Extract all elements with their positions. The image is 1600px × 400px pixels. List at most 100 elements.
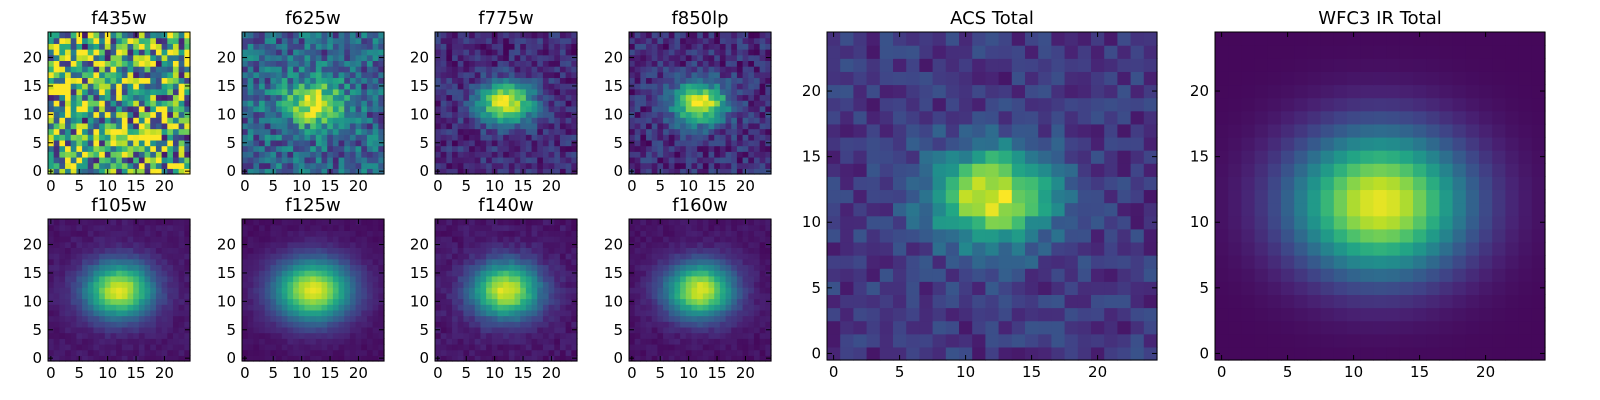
heatmap-cell	[144, 105, 151, 113]
heatmap-cell	[155, 151, 163, 158]
heatmap-cell	[1439, 45, 1454, 59]
heatmap-cell	[714, 77, 721, 84]
heatmap-cell	[104, 258, 112, 266]
heatmap-cell	[1254, 202, 1269, 217]
heatmap-cell	[344, 66, 351, 73]
heatmap-cell	[321, 304, 328, 311]
heatmap-cell	[853, 294, 868, 309]
heatmap-cell	[827, 255, 841, 269]
heatmap-cell	[1077, 346, 1092, 361]
heatmap-cell	[565, 32, 572, 39]
heatmap-cell	[59, 168, 66, 175]
heatmap-cell	[315, 100, 323, 107]
heatmap-cell	[657, 66, 664, 73]
heatmap-cell	[1386, 163, 1401, 177]
heatmap-cell	[264, 94, 271, 101]
heatmap-cell	[116, 128, 123, 135]
heatmap-cell	[1254, 346, 1269, 361]
heatmap-cell	[565, 54, 572, 61]
heatmap-cell	[469, 49, 476, 56]
heatmap-cell	[520, 60, 527, 67]
x-tick-label: 10	[1344, 363, 1363, 381]
heatmap-cell	[93, 275, 100, 283]
heatmap-cell	[640, 134, 647, 141]
heatmap-cell	[537, 105, 544, 113]
heatmap-cell	[298, 304, 306, 311]
heatmap-cell	[1143, 294, 1158, 309]
heatmap-cell	[634, 88, 641, 96]
heatmap-cell	[680, 71, 687, 79]
heatmap-cell	[264, 60, 271, 67]
heatmap-cell	[646, 117, 653, 124]
heatmap-cell	[259, 139, 266, 147]
heatmap-cell	[559, 49, 567, 56]
heatmap-cell	[247, 88, 254, 96]
heatmap-cell	[338, 77, 345, 84]
heatmap-cell	[1215, 215, 1229, 230]
heatmap-cell	[167, 168, 174, 175]
heatmap-cell	[1518, 163, 1533, 177]
heatmap-cell	[759, 43, 766, 50]
heatmap-cell	[753, 66, 761, 73]
heatmap-cell	[537, 37, 544, 44]
heatmap-cell	[242, 321, 249, 328]
heatmap-cell	[1465, 176, 1480, 191]
heatmap-cell	[361, 343, 368, 351]
heatmap-cell	[1320, 45, 1335, 59]
heatmap-cell	[121, 292, 129, 300]
heatmap-cell	[59, 145, 66, 152]
heatmap-cell	[1452, 268, 1467, 282]
heatmap-cell	[1479, 202, 1493, 217]
heatmap-cell	[321, 66, 328, 73]
heatmap-cell	[293, 100, 300, 107]
heatmap-cell	[542, 43, 550, 50]
heatmap-cell	[349, 326, 357, 334]
heatmap-cell	[508, 128, 516, 135]
heatmap-cell	[853, 215, 868, 230]
heatmap-cell	[435, 105, 442, 113]
heatmap-cell	[491, 77, 499, 84]
heatmap-cell	[1091, 320, 1105, 335]
heatmap-cell	[1333, 163, 1348, 177]
heatmap-cell	[1360, 202, 1374, 217]
heatmap-cell	[1064, 202, 1079, 217]
heatmap-cell	[435, 162, 442, 169]
heatmap-cell	[276, 111, 283, 118]
heatmap-cell	[474, 156, 482, 164]
heatmap-cell	[321, 60, 328, 67]
heatmap-cell	[486, 151, 493, 158]
heatmap-cell	[463, 128, 470, 135]
heatmap-cell	[731, 122, 738, 130]
heatmap-cell	[657, 134, 664, 141]
heatmap-cell	[879, 45, 894, 59]
heatmap-cell	[1347, 307, 1361, 322]
y-tick-label: 0	[613, 162, 623, 180]
heatmap-cell	[172, 60, 180, 67]
heatmap-cell	[731, 145, 738, 152]
heatmap-cell	[298, 287, 306, 294]
heatmap-cell	[542, 49, 550, 56]
heatmap-cell	[138, 60, 146, 67]
heatmap-cell	[554, 162, 561, 169]
heatmap-cell	[264, 145, 271, 152]
heatmap-cell	[1413, 58, 1427, 72]
heatmap-cell	[65, 247, 72, 254]
heatmap-cell	[59, 54, 66, 61]
heatmap-cell	[172, 287, 180, 294]
heatmap-cell	[264, 100, 271, 107]
heatmap-cell	[144, 37, 151, 44]
heatmap-cell	[167, 156, 174, 164]
heatmap-cell	[680, 139, 687, 147]
heatmap-cell	[1215, 71, 1229, 86]
heatmap-cell	[731, 88, 738, 96]
heatmap-cell	[315, 134, 323, 141]
heatmap-cell	[1413, 307, 1427, 322]
heatmap-cell	[474, 37, 482, 44]
heatmap-cell	[1518, 71, 1533, 86]
heatmap-cell	[731, 37, 738, 44]
heatmap-cell	[1518, 45, 1533, 59]
x-tick-label: 10	[98, 177, 117, 195]
heatmap-cell	[1439, 58, 1454, 72]
heatmap-cell	[554, 139, 561, 147]
heatmap-cell	[1215, 110, 1229, 125]
